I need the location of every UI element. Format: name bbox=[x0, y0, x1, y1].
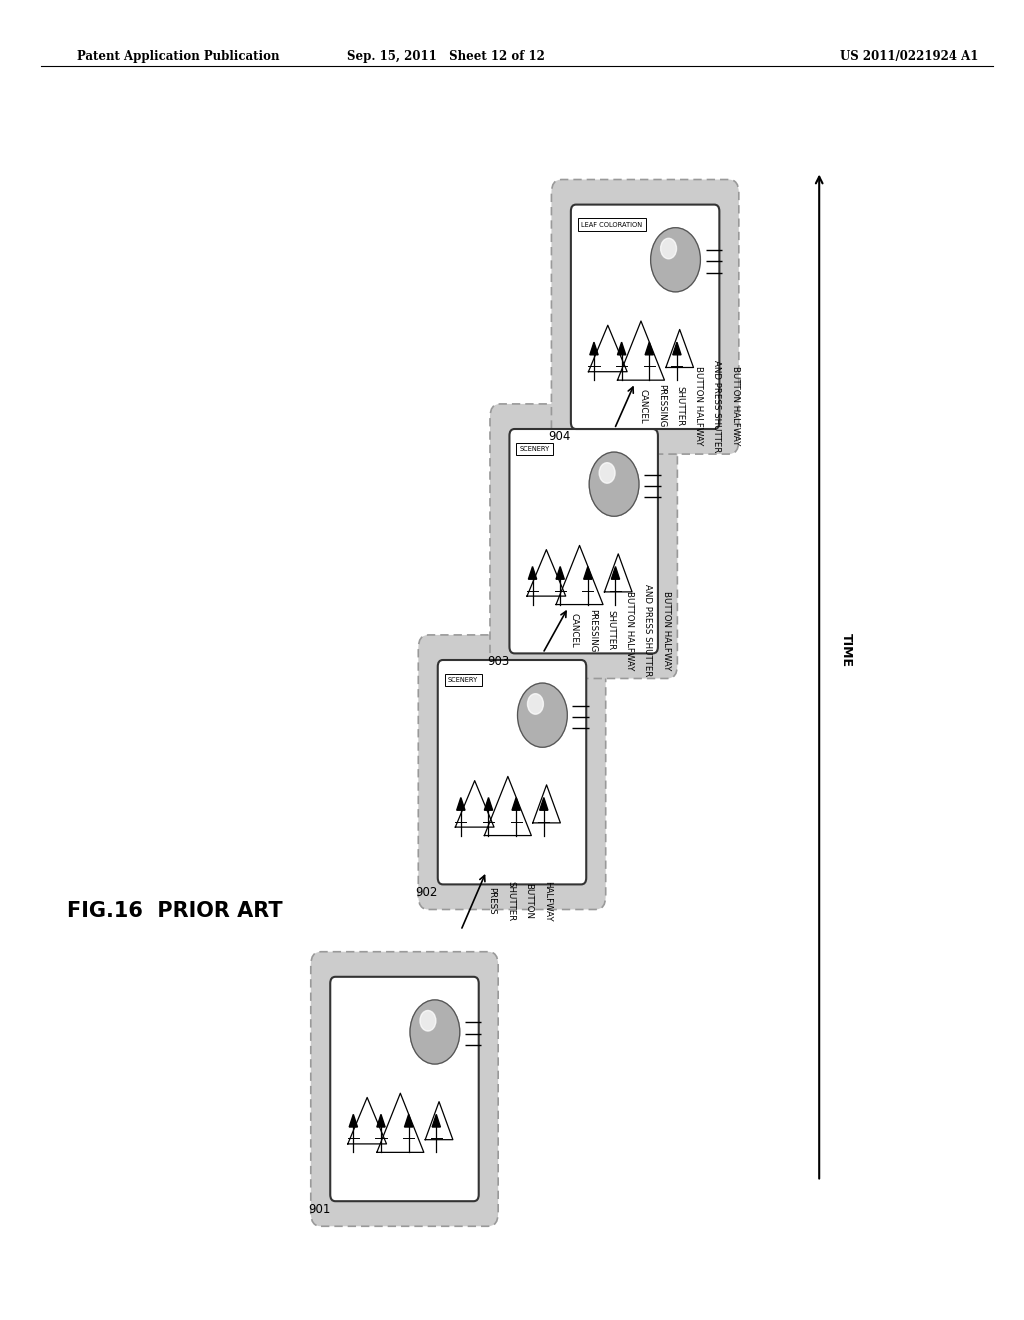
Polygon shape bbox=[527, 549, 565, 597]
Polygon shape bbox=[556, 566, 564, 579]
Polygon shape bbox=[540, 797, 548, 810]
Polygon shape bbox=[432, 1114, 440, 1127]
Polygon shape bbox=[377, 1093, 424, 1152]
Text: LEAF COLORATION: LEAF COLORATION bbox=[582, 222, 642, 228]
Text: Patent Application Publication: Patent Application Publication bbox=[77, 50, 280, 63]
Polygon shape bbox=[556, 545, 603, 605]
Polygon shape bbox=[456, 780, 494, 828]
Polygon shape bbox=[617, 321, 665, 380]
Text: PRESS: PRESS bbox=[487, 887, 497, 915]
Polygon shape bbox=[512, 797, 520, 810]
FancyBboxPatch shape bbox=[438, 660, 586, 884]
Circle shape bbox=[517, 682, 567, 747]
Text: SCENERY: SCENERY bbox=[519, 446, 550, 453]
Polygon shape bbox=[673, 342, 681, 355]
Text: TIME: TIME bbox=[840, 634, 853, 667]
FancyBboxPatch shape bbox=[551, 180, 739, 454]
Text: 903: 903 bbox=[487, 655, 509, 668]
Circle shape bbox=[527, 694, 544, 714]
Polygon shape bbox=[348, 1097, 386, 1144]
Circle shape bbox=[599, 463, 615, 483]
Polygon shape bbox=[484, 797, 493, 810]
FancyBboxPatch shape bbox=[489, 404, 678, 678]
Polygon shape bbox=[484, 776, 531, 836]
Text: BUTTON: BUTTON bbox=[524, 883, 534, 919]
Text: BUTTON HALFWAY: BUTTON HALFWAY bbox=[731, 366, 739, 446]
FancyBboxPatch shape bbox=[418, 635, 605, 909]
Circle shape bbox=[650, 227, 700, 292]
Polygon shape bbox=[349, 1114, 357, 1127]
Polygon shape bbox=[404, 1114, 413, 1127]
Text: BUTTON HALFWAY: BUTTON HALFWAY bbox=[694, 366, 702, 446]
Text: BUTTON HALFWAY: BUTTON HALFWAY bbox=[662, 590, 671, 671]
Polygon shape bbox=[528, 566, 537, 579]
Text: US 2011/0221924 A1: US 2011/0221924 A1 bbox=[840, 50, 978, 63]
Text: PRESSING: PRESSING bbox=[588, 609, 597, 652]
Polygon shape bbox=[645, 342, 653, 355]
Text: AND PRESS SHUTTER: AND PRESS SHUTTER bbox=[643, 585, 652, 676]
FancyBboxPatch shape bbox=[571, 205, 719, 429]
Polygon shape bbox=[611, 566, 620, 579]
Text: CANCEL: CANCEL bbox=[639, 388, 647, 424]
Polygon shape bbox=[666, 330, 693, 367]
FancyBboxPatch shape bbox=[311, 952, 498, 1226]
Text: AND PRESS SHUTTER: AND PRESS SHUTTER bbox=[713, 360, 721, 451]
FancyBboxPatch shape bbox=[509, 429, 657, 653]
Polygon shape bbox=[425, 1102, 453, 1139]
Text: HALFWAY: HALFWAY bbox=[543, 880, 552, 921]
Circle shape bbox=[420, 1011, 436, 1031]
FancyBboxPatch shape bbox=[330, 977, 479, 1201]
Text: BUTTON HALFWAY: BUTTON HALFWAY bbox=[625, 590, 634, 671]
Text: FIG.16  PRIOR ART: FIG.16 PRIOR ART bbox=[67, 900, 283, 921]
Polygon shape bbox=[589, 325, 627, 372]
Text: Sep. 15, 2011   Sheet 12 of 12: Sep. 15, 2011 Sheet 12 of 12 bbox=[346, 50, 545, 63]
Circle shape bbox=[589, 451, 639, 516]
Text: 901: 901 bbox=[308, 1203, 330, 1216]
Polygon shape bbox=[590, 342, 598, 355]
Text: 902: 902 bbox=[416, 886, 438, 899]
Polygon shape bbox=[617, 342, 626, 355]
Text: SCENERY: SCENERY bbox=[449, 677, 478, 684]
Circle shape bbox=[660, 239, 677, 259]
Text: SHUTTER: SHUTTER bbox=[606, 610, 615, 651]
Polygon shape bbox=[457, 797, 465, 810]
Text: SHUTTER: SHUTTER bbox=[506, 880, 515, 921]
Circle shape bbox=[410, 1001, 460, 1064]
Polygon shape bbox=[604, 554, 632, 591]
Text: SHUTTER: SHUTTER bbox=[676, 385, 684, 426]
Text: PRESSING: PRESSING bbox=[657, 384, 666, 428]
Polygon shape bbox=[532, 785, 560, 822]
Polygon shape bbox=[377, 1114, 385, 1127]
Polygon shape bbox=[584, 566, 592, 579]
Text: 904: 904 bbox=[549, 430, 571, 444]
Text: CANCEL: CANCEL bbox=[569, 612, 579, 648]
